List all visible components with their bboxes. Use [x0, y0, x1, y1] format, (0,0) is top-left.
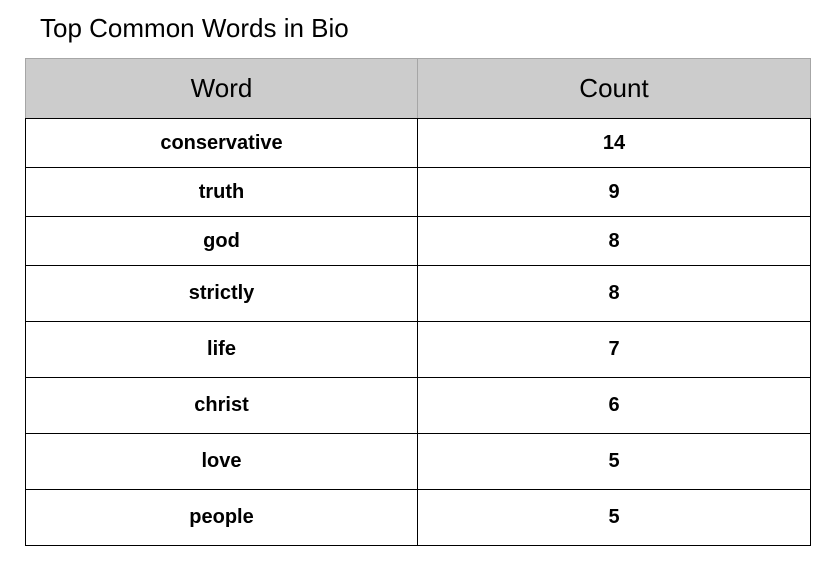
count-cell: 6 — [417, 377, 811, 434]
count-cell: 9 — [417, 167, 811, 217]
table-row: life 7 — [25, 321, 811, 378]
word-count-table: Word Count conservative 14 truth 9 god 8… — [25, 58, 811, 546]
table-row: conservative 14 — [25, 118, 811, 168]
table-row: love 5 — [25, 433, 811, 490]
column-header-word: Word — [25, 58, 418, 119]
count-cell: 14 — [417, 118, 811, 168]
table-row: truth 9 — [25, 167, 811, 217]
count-cell: 5 — [417, 489, 811, 546]
table-row: christ 6 — [25, 377, 811, 434]
word-cell: truth — [25, 167, 418, 217]
word-cell: god — [25, 216, 418, 266]
count-cell: 8 — [417, 265, 811, 322]
table-title: Top Common Words in Bio — [40, 13, 349, 43]
table-row: strictly 8 — [25, 265, 811, 322]
count-cell: 7 — [417, 321, 811, 378]
word-cell: christ — [25, 377, 418, 434]
word-cell: life — [25, 321, 418, 378]
count-cell: 8 — [417, 216, 811, 266]
word-cell: people — [25, 489, 418, 546]
table-row: people 5 — [25, 489, 811, 546]
table-header-row: Word Count — [25, 58, 811, 119]
word-cell: conservative — [25, 118, 418, 168]
word-cell: strictly — [25, 265, 418, 322]
column-header-count: Count — [417, 58, 811, 119]
table-row: god 8 — [25, 216, 811, 266]
word-cell: love — [25, 433, 418, 490]
count-cell: 5 — [417, 433, 811, 490]
